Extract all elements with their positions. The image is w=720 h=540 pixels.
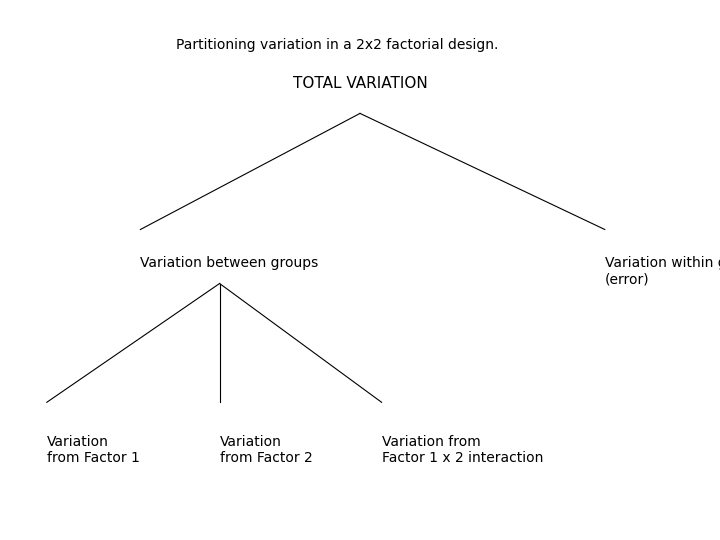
Text: Variation
from Factor 1: Variation from Factor 1 — [47, 435, 140, 465]
Text: Variation
from Factor 2: Variation from Factor 2 — [220, 435, 312, 465]
Text: Partitioning variation in a 2x2 factorial design.: Partitioning variation in a 2x2 factoria… — [176, 38, 499, 52]
Text: TOTAL VARIATION: TOTAL VARIATION — [292, 76, 428, 91]
Text: Variation from
Factor 1 x 2 interaction: Variation from Factor 1 x 2 interaction — [382, 435, 543, 465]
Text: Variation between groups: Variation between groups — [140, 256, 319, 271]
Text: Variation within groups
(error): Variation within groups (error) — [605, 256, 720, 287]
